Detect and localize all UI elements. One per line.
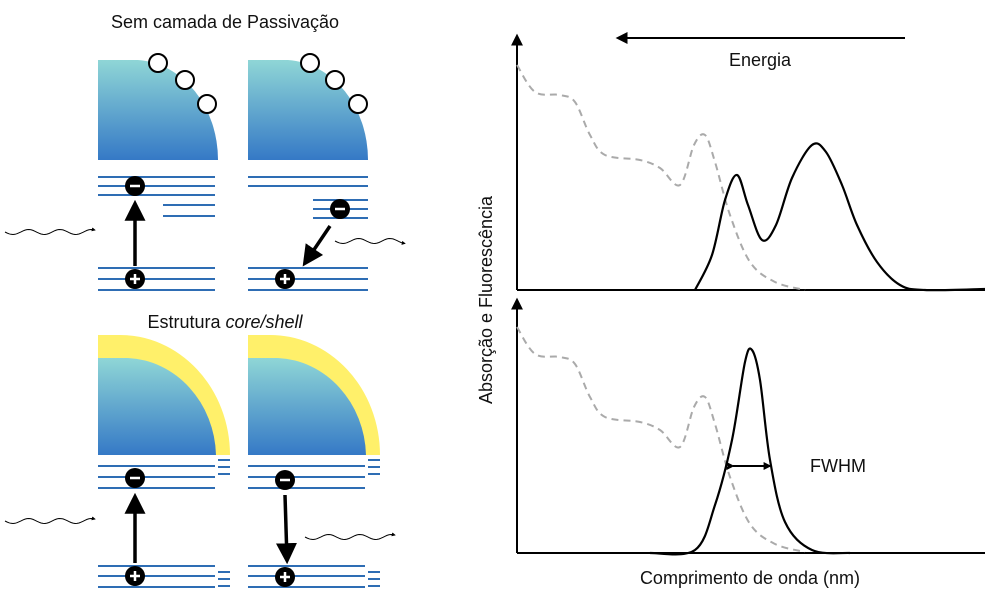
transition-arrow [285, 495, 287, 560]
figure: Sem camada de Passivação Estrutura core/… [0, 0, 987, 590]
surface-trap [326, 71, 344, 89]
photon [5, 519, 95, 524]
surface-trap [198, 95, 216, 113]
surface-trap [176, 71, 194, 89]
surface-trap [301, 54, 319, 72]
page: Sem camada de Passivação Estrutura core/… [0, 0, 987, 590]
bottom-title: Estrutura core/shell [147, 312, 303, 332]
emission-curve [650, 348, 850, 554]
y-axis-label: Absorção e Fluorescência [476, 195, 496, 404]
emission-curve [695, 143, 985, 290]
photon [305, 535, 395, 540]
photon [5, 230, 95, 235]
absorption-curve [517, 65, 805, 290]
energy-label: Energia [729, 50, 792, 70]
photon [335, 239, 405, 244]
fwhm-label: FWHM [810, 456, 866, 476]
bottom-title-italic: core/shell [225, 312, 303, 332]
surface-trap [349, 95, 367, 113]
top-title: Sem camada de Passivação [111, 12, 339, 32]
transition-arrow [305, 226, 330, 263]
x-axis-label: Comprimento de onda (nm) [640, 568, 860, 588]
surface-trap [149, 54, 167, 72]
absorption-curve [517, 327, 805, 552]
bottom-title-prefix: Estrutura [147, 312, 225, 332]
